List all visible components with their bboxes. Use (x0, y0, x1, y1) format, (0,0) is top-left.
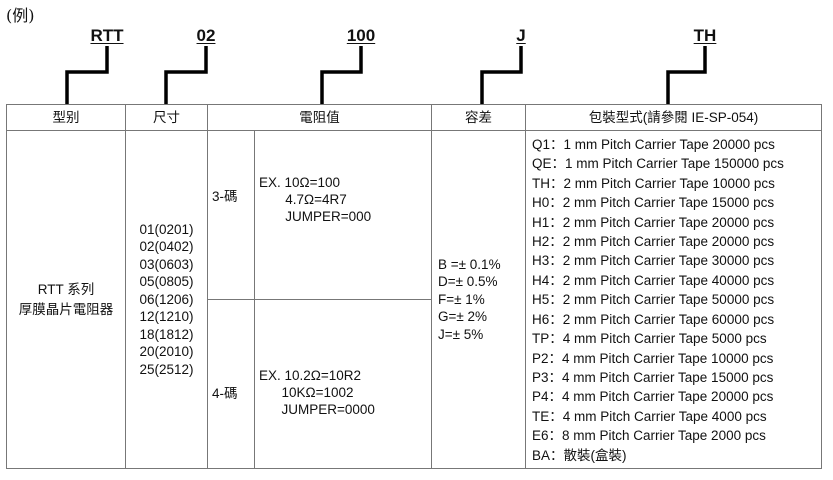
connector-lines (65, 46, 707, 105)
header-type: 型别 (6, 104, 126, 131)
header-tolerance: 容差 (431, 104, 526, 131)
size-item: 25(2512) (139, 361, 194, 377)
size-item: 18(1812) (139, 326, 194, 342)
part-number-table: 型别 尺寸 電阻值 容差 包裝型式(請參閱 IE-SP-054) RTT 系列 … (6, 104, 822, 469)
header-packaging: 包裝型式(請參閱 IE-SP-054) (525, 104, 822, 131)
tolerance-item: J=± 5% (438, 326, 484, 342)
connector-resistance (320, 46, 363, 105)
example-line: EX. 10Ω=100 (259, 174, 341, 190)
header-size: 尺寸 (125, 104, 208, 131)
connector-size (164, 46, 208, 105)
code-size: 02 (196, 26, 216, 45)
connector-packaging (666, 46, 707, 105)
type-cell: RTT 系列 厚膜晶片電阻器 (6, 130, 126, 469)
connector-type (65, 46, 109, 105)
size-item: 20(2010) (139, 344, 194, 360)
packaging-item: H0：2 mm Pitch Carrier Tape 15000 pcs (532, 195, 775, 211)
four-digit-examples: EX. 10.2Ω=10R2 10KΩ=1002 JUMPER=0000 (254, 299, 432, 469)
header-resistance: 電阻值 (207, 104, 432, 131)
body-row-4digit: 4-碼 EX. 10.2Ω=10R2 10KΩ=1002 JUMPER=0000 (7, 299, 822, 469)
packaging-item: H4：2 mm Pitch Carrier Tape 40000 pcs (532, 272, 775, 288)
packaging-item: TH：2 mm Pitch Carrier Tape 10000 pcs (532, 175, 775, 191)
three-digit-label: 3-碼 (212, 189, 238, 204)
code-type: RTT (90, 26, 124, 45)
example-line: 10KΩ=1002 (259, 384, 354, 400)
packaging-item: TE：4 mm Pitch Carrier Tape 4000 pcs (532, 408, 767, 424)
type-line1: RTT 系列 (37, 281, 95, 297)
example-line: 4.7Ω=4R7 (259, 191, 347, 207)
tolerance-cell: B =± 0.1% D=± 0.5% F=± 1% G=± 2% J=± 5% (431, 130, 526, 469)
size-item: 03(0603) (139, 256, 194, 272)
size-item: 12(1210) (139, 309, 194, 325)
example-label: (例) (6, 6, 35, 25)
packaging-item: TP：4 mm Pitch Carrier Tape 5000 pcs (532, 331, 767, 347)
size-item: 01(0201) (139, 221, 194, 237)
size-item: 02(0402) (139, 239, 194, 255)
packaging-item: H6：2 mm Pitch Carrier Tape 60000 pcs (532, 311, 775, 327)
tolerance-item: G=± 2% (438, 309, 488, 325)
packaging-item: Q1：1 mm Pitch Carrier Tape 20000 pcs (532, 137, 775, 153)
packaging-cell: Q1：1 mm Pitch Carrier Tape 20000 pcs QE：… (525, 130, 822, 469)
tolerance-item: B =± 0.1% (438, 256, 501, 272)
packaging-item: H2：2 mm Pitch Carrier Tape 20000 pcs (532, 234, 775, 250)
tolerance-item: F=± 1% (438, 291, 485, 307)
packaging-item: H5：2 mm Pitch Carrier Tape 50000 pcs (532, 292, 775, 308)
type-line2: 厚膜晶片電阻器 (18, 301, 114, 317)
four-digit-cell: 4-碼 (207, 299, 255, 469)
connector-tolerance (480, 46, 523, 105)
code-resistance: 100 (346, 26, 376, 45)
packaging-item: P3：4 mm Pitch Carrier Tape 15000 pcs (532, 369, 774, 385)
tolerance-item: D=± 0.5% (438, 274, 498, 290)
packaging-item: H1：2 mm Pitch Carrier Tape 20000 pcs (532, 214, 775, 230)
four-digit-label: 4-碼 (212, 386, 238, 401)
example-line: JUMPER=0000 (259, 401, 375, 417)
sizes-cell: 01(0201) 02(0402) 03(0603) 05(0805) 06(1… (125, 130, 208, 469)
packaging-item: H3：2 mm Pitch Carrier Tape 30000 pcs (532, 253, 775, 269)
three-digit-examples: EX. 10Ω=100 4.7Ω=4R7 JUMPER=000 (254, 130, 432, 300)
size-item: 06(1206) (139, 291, 194, 307)
packaging-item: QE：1 mm Pitch Carrier Tape 150000 pcs (532, 156, 784, 172)
packaging-item: P4：4 mm Pitch Carrier Tape 20000 pcs (532, 389, 774, 405)
example-line: EX. 10.2Ω=10R2 (259, 367, 362, 383)
packaging-item: E6：8 mm Pitch Carrier Tape 2000 pcs (532, 428, 766, 444)
packaging-item: P2：4 mm Pitch Carrier Tape 10000 pcs (532, 350, 774, 366)
code-tolerance: J (516, 26, 526, 45)
size-item: 05(0805) (139, 274, 194, 290)
packaging-item: BA：散裝(盒裝) (532, 447, 627, 463)
header-row: 型别 尺寸 電阻值 容差 包裝型式(請參閱 IE-SP-054) (6, 104, 822, 131)
body-row: RTT 系列 厚膜晶片電阻器 01(0201) 02(0402) 03(0603… (6, 130, 822, 469)
three-digit-cell: 3-碼 (207, 130, 255, 300)
example-line: JUMPER=000 (259, 208, 372, 224)
code-packaging: TH (693, 26, 717, 45)
